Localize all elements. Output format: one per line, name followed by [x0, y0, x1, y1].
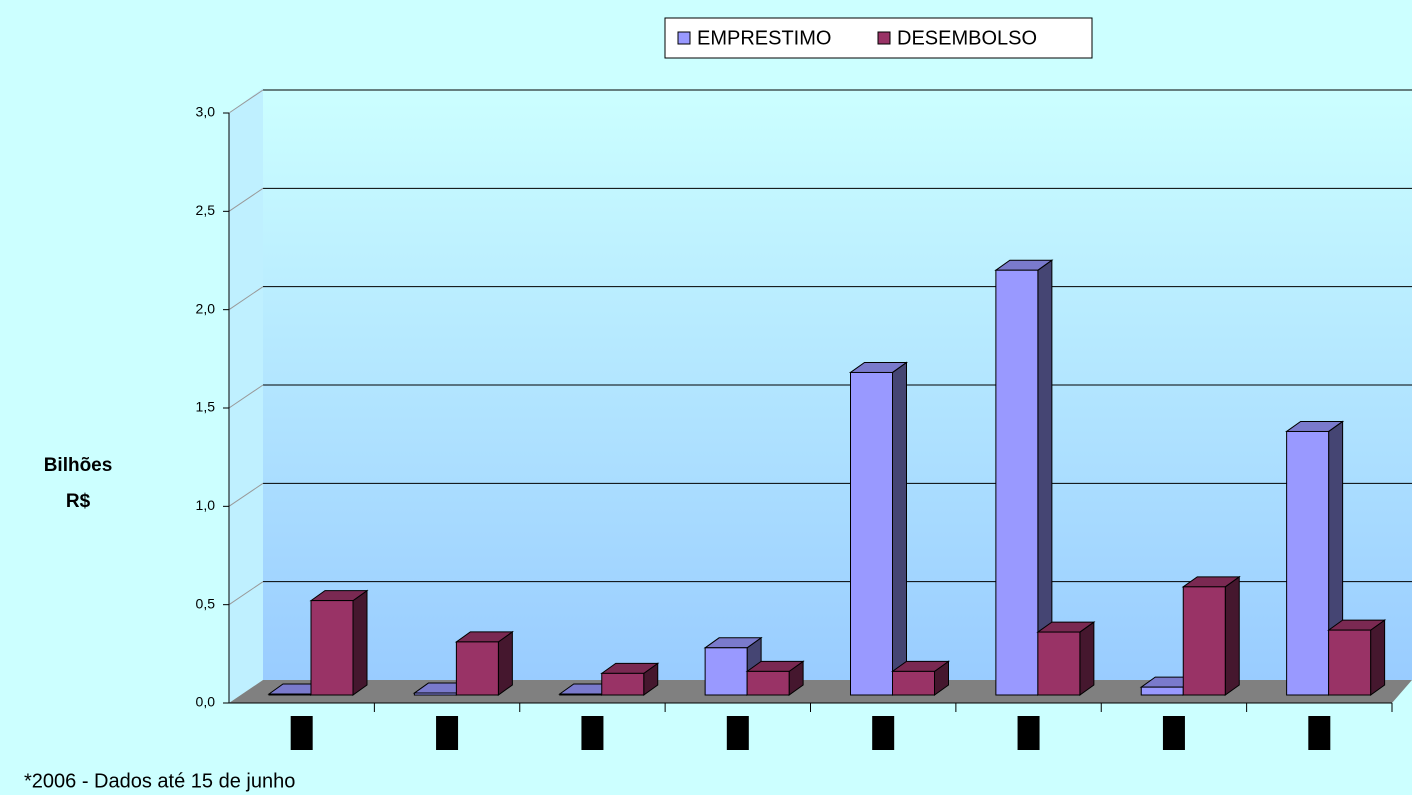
y-tick-label: 0,0	[196, 694, 216, 710]
y-tick-label: 3,0	[196, 104, 216, 120]
bars	[267, 259, 1387, 696]
bar	[455, 641, 499, 696]
side-wall	[229, 88, 263, 703]
y-axis-label: Bilhões	[44, 455, 113, 476]
grid-line	[228, 581, 264, 606]
x-tick-label-blot	[1308, 716, 1331, 750]
y-axis-label: R$	[66, 491, 91, 512]
grid-line	[228, 286, 264, 311]
bar	[995, 269, 1039, 696]
grid-line	[228, 187, 264, 212]
legend-label: DESEMBOLSO	[897, 27, 1037, 49]
footnote: *2006 - Dados até 15 de junho	[24, 770, 295, 792]
grid	[228, 89, 1412, 606]
y-tick-label: 0,5	[196, 595, 216, 611]
bar-side	[1370, 619, 1386, 696]
bar	[559, 693, 603, 696]
bar	[1140, 686, 1184, 696]
legend-swatch	[677, 31, 691, 45]
bar	[413, 692, 457, 696]
bar-side	[497, 630, 513, 696]
x-tick-label-blot	[290, 716, 313, 750]
bar-side	[1224, 575, 1240, 696]
x-tick-label-blot	[1017, 716, 1040, 750]
bar	[850, 371, 893, 696]
bar-side	[1079, 621, 1095, 696]
bar-side	[352, 589, 368, 696]
bar	[746, 670, 790, 696]
bar	[268, 693, 312, 696]
x-tick-label-blot	[581, 716, 604, 750]
legend-items: EMPRESTIMO DESEMBOLSO	[677, 27, 1037, 49]
legend-label: EMPRESTIMO	[697, 27, 831, 49]
bar	[1182, 586, 1226, 696]
floor	[229, 680, 1412, 703]
bar	[1286, 430, 1330, 696]
back-wall	[263, 88, 1412, 680]
legend-swatch	[877, 31, 891, 45]
y-tick-label: 1,5	[196, 399, 216, 415]
bar	[1037, 631, 1081, 696]
bar	[601, 672, 645, 696]
grid-line	[228, 89, 264, 114]
y-tick-label: 2,0	[196, 300, 216, 316]
x-tick-label-blot	[436, 716, 459, 750]
bar	[892, 670, 935, 696]
bar	[310, 600, 354, 696]
grid-line	[228, 384, 264, 409]
y-tick-label: 1,0	[196, 497, 216, 513]
x-tick-label-blot	[872, 716, 895, 750]
x-tick-label-blot	[726, 716, 749, 750]
y-tick-label: 2,5	[196, 202, 216, 218]
bar-side	[892, 361, 907, 696]
bar	[1328, 629, 1372, 696]
x-tick-label-blot	[1162, 716, 1185, 750]
bar	[704, 647, 748, 696]
grid-line	[228, 482, 264, 507]
